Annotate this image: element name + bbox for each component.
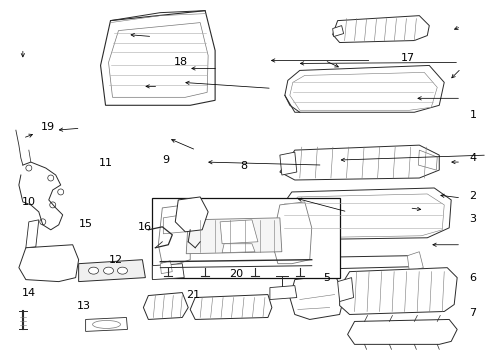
Circle shape <box>26 165 32 171</box>
Ellipse shape <box>103 267 114 274</box>
Polygon shape <box>295 256 415 270</box>
Text: 15: 15 <box>79 219 93 229</box>
Text: 3: 3 <box>469 215 477 224</box>
Polygon shape <box>280 152 297 175</box>
Polygon shape <box>333 26 343 37</box>
Text: 13: 13 <box>76 301 91 311</box>
Ellipse shape <box>89 267 98 274</box>
Bar <box>152 198 340 278</box>
Polygon shape <box>280 145 439 180</box>
Text: 17: 17 <box>401 53 416 63</box>
Polygon shape <box>186 218 282 254</box>
Polygon shape <box>175 197 208 232</box>
Polygon shape <box>158 205 190 265</box>
Polygon shape <box>163 215 185 234</box>
Text: 11: 11 <box>98 158 113 168</box>
Circle shape <box>40 219 46 225</box>
Polygon shape <box>290 275 344 319</box>
Text: 8: 8 <box>240 161 247 171</box>
Polygon shape <box>144 293 188 319</box>
Polygon shape <box>220 220 258 244</box>
Polygon shape <box>152 264 184 280</box>
Circle shape <box>50 202 56 208</box>
Polygon shape <box>26 220 39 248</box>
Text: 18: 18 <box>174 57 188 67</box>
Polygon shape <box>160 261 172 274</box>
Circle shape <box>48 175 54 181</box>
Polygon shape <box>278 188 451 240</box>
Polygon shape <box>338 278 354 302</box>
Text: 6: 6 <box>469 273 477 283</box>
Polygon shape <box>340 268 457 315</box>
Polygon shape <box>418 150 437 170</box>
Text: 19: 19 <box>41 122 55 132</box>
Text: 12: 12 <box>108 255 122 265</box>
Polygon shape <box>285 66 444 112</box>
Text: 10: 10 <box>22 197 35 207</box>
Text: 7: 7 <box>469 309 477 318</box>
Circle shape <box>58 189 64 195</box>
Polygon shape <box>19 245 78 282</box>
Text: 16: 16 <box>138 222 151 232</box>
Text: 21: 21 <box>186 291 200 301</box>
Polygon shape <box>222 244 255 253</box>
Polygon shape <box>100 11 215 105</box>
Text: 1: 1 <box>469 111 477 121</box>
Text: 2: 2 <box>469 191 477 201</box>
Text: 14: 14 <box>22 288 36 298</box>
Polygon shape <box>78 260 146 282</box>
Ellipse shape <box>93 320 121 328</box>
Polygon shape <box>407 252 423 272</box>
Polygon shape <box>290 72 437 110</box>
Text: 9: 9 <box>162 155 169 165</box>
Polygon shape <box>86 318 127 332</box>
Polygon shape <box>347 319 457 345</box>
Text: 4: 4 <box>469 153 477 163</box>
Polygon shape <box>270 285 297 300</box>
Polygon shape <box>284 194 444 238</box>
Text: 20: 20 <box>229 269 244 279</box>
Polygon shape <box>272 202 312 264</box>
Text: 5: 5 <box>323 273 330 283</box>
Polygon shape <box>108 23 208 97</box>
Polygon shape <box>333 15 429 42</box>
Ellipse shape <box>118 267 127 274</box>
Polygon shape <box>190 294 272 319</box>
